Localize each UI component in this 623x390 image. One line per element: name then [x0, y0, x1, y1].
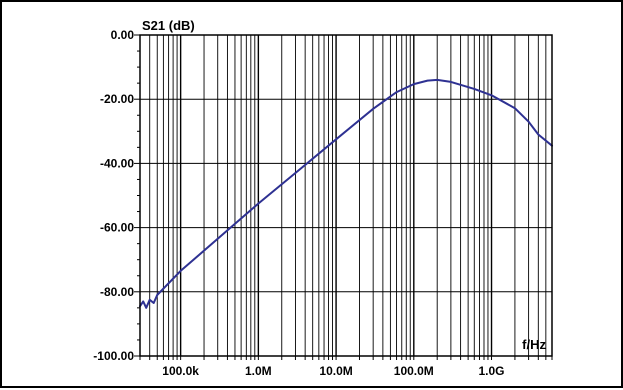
- x-tick-label: 10.0M: [319, 364, 352, 378]
- x-tick-label: 100.0M: [394, 364, 434, 378]
- y-tick-label: -20.00: [100, 92, 134, 106]
- plot-area-border: [139, 34, 553, 357]
- y-tick-label: 0.00: [111, 28, 135, 42]
- y-tick-label: -60.00: [100, 221, 134, 235]
- x-tick-label: 100.0k: [162, 364, 199, 378]
- y-tick-label: -40.00: [100, 156, 134, 170]
- y-tick-label: -100.00: [93, 349, 134, 363]
- grid: [139, 34, 553, 357]
- y-tick-label: -80.00: [100, 285, 134, 299]
- x-axis-title: f/Hz: [522, 337, 546, 352]
- series-line: [139, 78, 553, 309]
- series-layer: [139, 78, 553, 309]
- x-tick-label: 1.0G: [479, 364, 505, 378]
- ticks: 0.00 -20.00 -40.00 -60.00 -80.00 -100.00 100.0…: [93, 28, 553, 378]
- y-axis-title: S21 (dB): [142, 18, 195, 33]
- x-tick-label: 1.0M: [245, 364, 272, 378]
